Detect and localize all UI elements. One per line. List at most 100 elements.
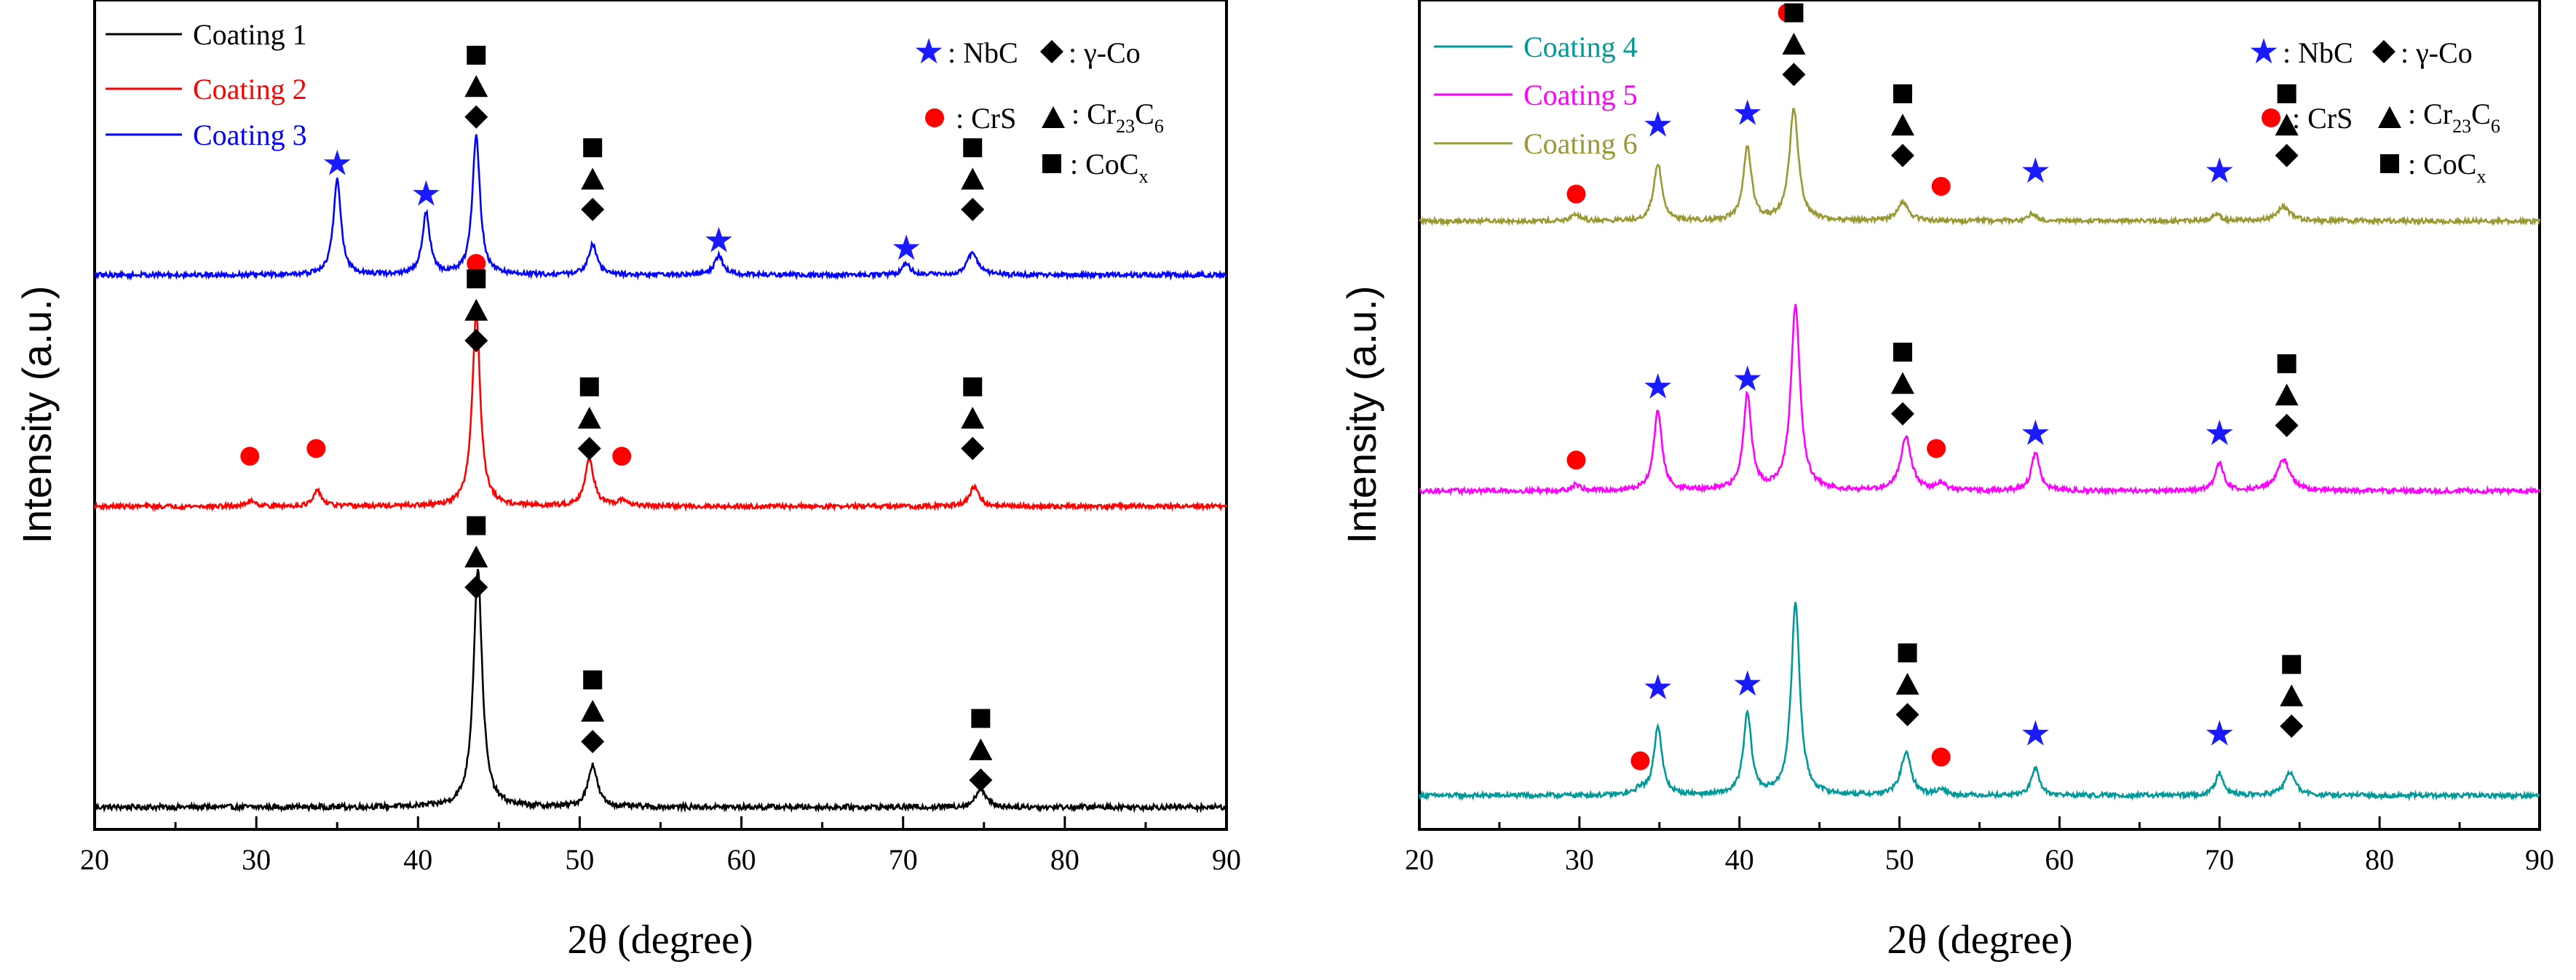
phase-marker-star: ★ — [891, 228, 922, 268]
phase-marker-square — [467, 516, 486, 535]
phase-marker-star: ★ — [2020, 714, 2051, 754]
phase-marker-diamond — [961, 437, 985, 461]
phase-marker-diamond — [464, 329, 488, 353]
legend-triangle-icon — [2378, 106, 2401, 128]
legend-label-coating-1: Coating 1 — [193, 18, 307, 51]
legend-cocx-label: : CoCx — [2408, 148, 2486, 187]
right-phase-markers: ★ ★ ★ ★ ★ ★ ★ ★ ★ ★ ★ ★ — [1566, 3, 2304, 770]
phase-marker-diamond — [464, 575, 488, 599]
phase-marker-square — [2282, 655, 2302, 674]
phase-marker-square — [2277, 354, 2296, 373]
phase-marker-circle — [1931, 747, 1951, 767]
legend-circle-icon — [925, 108, 944, 127]
series-line-coating-4 — [1418, 602, 2540, 802]
series-line-coating-6 — [1419, 107, 2541, 227]
phase-marker-star: ★ — [703, 220, 734, 260]
phase-marker-diamond — [2280, 714, 2304, 738]
right-series-group — [1418, 107, 2541, 802]
phase-marker-square — [963, 138, 983, 158]
legend-gco-label: : γ-Co — [2401, 36, 2473, 69]
series-line-coating-5 — [1419, 303, 2541, 497]
phase-marker-circle — [1630, 751, 1650, 770]
phase-marker-square — [1893, 84, 1912, 103]
phase-marker-square — [963, 377, 983, 397]
phase-marker-triangle — [961, 407, 985, 429]
right-chart-panel: 20 30 40 50 60 70 80 90 ★ ★ ★ ★ ★ ★ ★ ★ ★ ★ ★ ★ Coating 4 … — [1339, 0, 2554, 963]
phase-marker-square — [971, 709, 991, 728]
x-tick-label: 90 — [1212, 843, 1241, 876]
phase-marker-star: ★ — [1732, 92, 1763, 133]
phase-marker-diamond — [464, 105, 488, 129]
series-line-coating-3 — [94, 134, 1228, 282]
phase-marker-diamond — [1890, 143, 1914, 167]
left-phase-legend: ★ : NbC : γ-Co : CrS : Cr23C6 : CoCx — [913, 31, 1163, 187]
x-tick-label: 20 — [80, 843, 109, 876]
phase-marker-triangle — [464, 298, 488, 321]
phase-marker-star: ★ — [2020, 151, 2051, 191]
left-y-axis-label: Intensity (a.u.) — [14, 286, 60, 544]
phase-marker-star: ★ — [322, 143, 353, 183]
legend-label-coating-2: Coating 2 — [193, 73, 307, 105]
phase-marker-triangle — [581, 167, 605, 190]
phase-marker-diamond — [1895, 703, 1919, 727]
phase-marker-square — [1784, 3, 1804, 23]
phase-marker-circle — [1566, 450, 1586, 470]
phase-marker-star: ★ — [2020, 413, 2051, 453]
phase-marker-triangle — [2275, 113, 2299, 136]
legend-circle-icon — [2262, 108, 2280, 127]
phase-marker-square — [583, 670, 603, 690]
phase-marker-circle — [1931, 177, 1951, 196]
legend-star-icon: ★ — [913, 31, 944, 72]
legend-cocx-label: : CoCx — [1070, 148, 1148, 187]
phase-marker-square — [1893, 343, 1912, 362]
left-series-group — [93, 134, 1228, 814]
left-chart-panel: 20 30 40 50 60 70 80 90 ★ ★ ★ ★ Coating 1 Coating … — [14, 0, 1241, 963]
phase-marker-triangle — [577, 407, 601, 429]
legend-crs-label: : CrS — [956, 102, 1016, 135]
phase-marker-triangle — [464, 545, 488, 567]
phase-marker-triangle — [1890, 113, 1914, 136]
phase-marker-star: ★ — [1642, 367, 1673, 407]
x-tick-label: 40 — [1725, 843, 1754, 876]
left-x-axis-label: 2θ (degree) — [567, 917, 753, 963]
phase-marker-triangle — [1782, 33, 1806, 55]
legend-label-coating-6: Coating 6 — [1523, 127, 1638, 160]
x-tick-label: 80 — [2365, 843, 2394, 876]
phase-marker-star: ★ — [1642, 104, 1673, 145]
x-tick-label: 50 — [565, 843, 594, 876]
phase-marker-triangle — [2280, 684, 2304, 706]
phase-marker-triangle — [2275, 383, 2299, 406]
right-x-axis-label: 2θ (degree) — [1887, 917, 2072, 963]
x-tick-label: 20 — [1405, 843, 1434, 876]
phase-marker-diamond — [2275, 143, 2299, 167]
right-x-ticks: 20 30 40 50 60 70 80 90 — [1405, 816, 2554, 876]
right-plot-frame — [1418, 0, 2541, 831]
phase-marker-star: ★ — [2204, 413, 2235, 453]
phase-marker-circle — [467, 254, 486, 274]
legend-cr23c6-label: : Cr23C6 — [1071, 97, 1164, 137]
phase-marker-star: ★ — [2204, 151, 2235, 191]
phase-marker-square — [2277, 84, 2296, 103]
phase-marker-star: ★ — [1732, 664, 1763, 704]
phase-marker-circle — [306, 439, 326, 458]
phase-marker-diamond — [577, 437, 601, 461]
legend-gco-label: : γ-Co — [1069, 36, 1141, 69]
legend-diamond-icon — [1040, 40, 1063, 63]
phase-marker-circle — [1566, 184, 1586, 204]
phase-marker-triangle — [464, 75, 488, 97]
legend-diamond-icon — [2372, 40, 2395, 63]
legend-crs-label: : CrS — [2292, 102, 2353, 135]
legend-nbc-label: : NbC — [2283, 36, 2353, 69]
x-tick-label: 60 — [2045, 843, 2074, 876]
legend-label-coating-3: Coating 3 — [193, 119, 307, 151]
phase-marker-star: ★ — [1642, 667, 1673, 708]
left-series-legend: Coating 1 Coating 2 Coating 3 — [106, 18, 307, 151]
phase-marker-triangle — [969, 738, 993, 760]
phase-marker-triangle — [581, 699, 605, 722]
phase-marker-diamond — [2275, 413, 2299, 437]
x-tick-label: 30 — [242, 843, 271, 876]
series-line-coating-1 — [93, 569, 1227, 814]
left-phase-markers: ★ ★ ★ ★ — [240, 45, 993, 792]
phase-marker-diamond — [581, 730, 605, 754]
